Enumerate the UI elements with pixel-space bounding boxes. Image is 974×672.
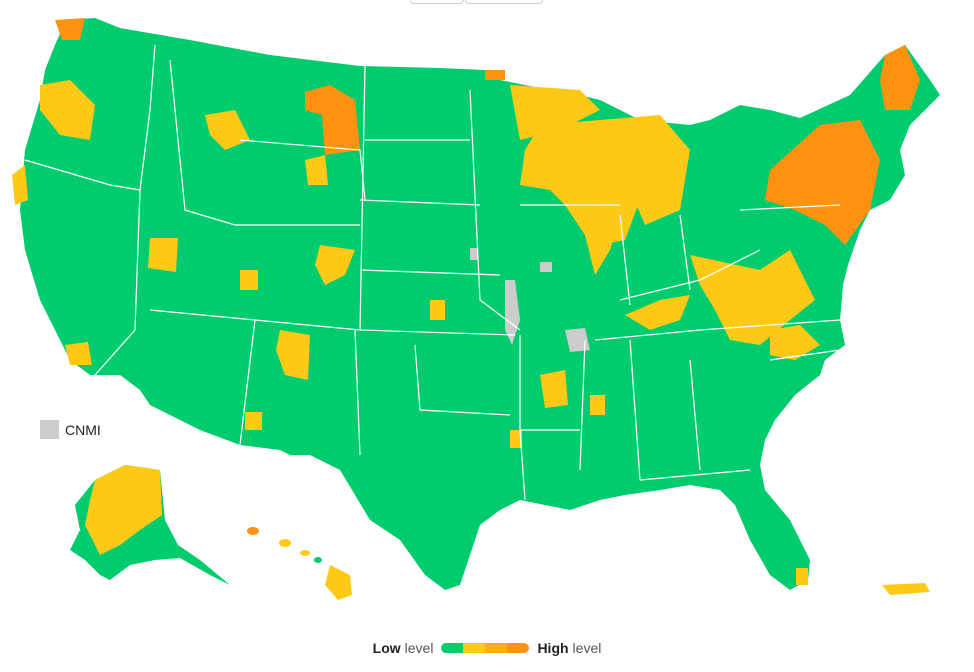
hawaii-islands[interactable] (247, 527, 352, 600)
legend-swatch-medium-low (463, 643, 486, 653)
legend-swatch-low (441, 643, 464, 653)
legend-swatch-high (507, 643, 530, 653)
legend-low-suffix: level (404, 640, 434, 656)
cnmi-swatch (40, 420, 59, 439)
legend-color-scale (441, 643, 530, 653)
puerto-rico-shape[interactable] (882, 583, 930, 595)
us-county-map (12, 18, 940, 600)
cnmi-text: CNMI (65, 421, 101, 438)
medium-level-areas (12, 80, 820, 585)
high-level-areas (55, 18, 920, 245)
legend-swatch-medium-high (485, 643, 508, 653)
map-legend: Low level High level (0, 640, 974, 656)
contiguous-us (20, 18, 940, 590)
cnmi-label: CNMI (40, 420, 101, 439)
no-data-areas (470, 248, 590, 352)
contiguous-us-shape[interactable] (20, 18, 940, 590)
legend-low-word: Low (372, 640, 401, 656)
legend-high-suffix: level (572, 640, 602, 656)
state-borders (24, 44, 841, 501)
legend-high-word: High (537, 640, 569, 656)
